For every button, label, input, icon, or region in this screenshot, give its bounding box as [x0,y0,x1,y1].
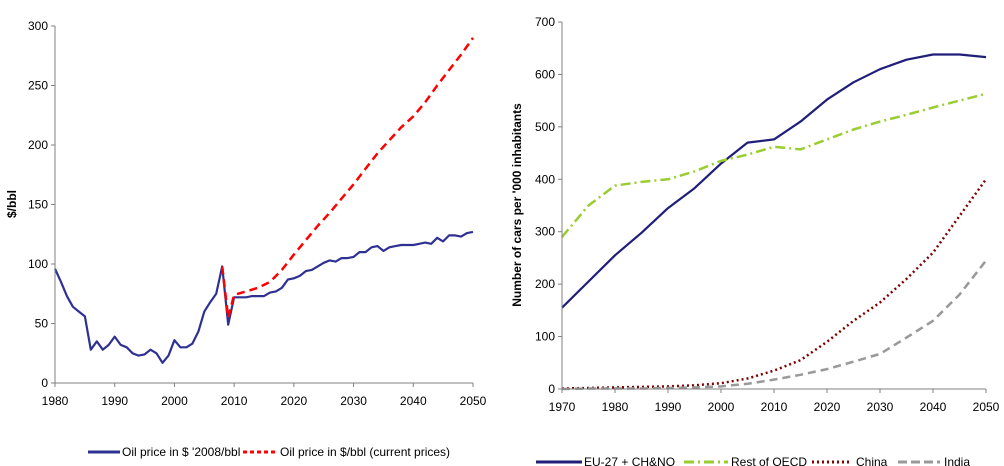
oil-x-tick-label: 1980 [42,394,69,408]
cars-x-tick-label: 1980 [602,400,629,414]
series-line-china [562,179,986,388]
oil-x-tick-label: 2050 [460,394,487,408]
cars-y-tick-label: 400 [535,172,555,186]
oil-x-tick-label: 2020 [281,394,308,408]
oil-x-tick-label: 1990 [101,394,128,408]
cars-x-tick-label: 2040 [920,400,947,414]
oil-y-tick-label: 250 [28,79,48,93]
car-ownership-chart: 0 100 200 300 400 500 600 700 1970 1980 1990 2000 2… [510,15,1000,466]
oil-y-ticks: 0 50 100 150 200 250 300 [28,19,55,390]
oil-x-tick-label: 2040 [400,394,427,408]
cars-x-tick-label: 2020 [814,400,841,414]
oil-y-tick-label: 50 [35,317,49,331]
legend-label-current-price: Oil price in $/bbl (current prices) [280,445,450,459]
series-line-india [562,261,986,389]
oil-y-tick-label: 200 [28,138,48,152]
cars-x-tick-label: 2030 [867,400,894,414]
cars-x-tick-label: 2050 [973,400,1000,414]
oil-x-tick-label: 2030 [340,394,367,408]
oil-legend: Oil price in $ '2008/bbl Oil price in $/… [88,445,450,459]
cars-y-tick-label: 600 [535,67,555,81]
cars-y-ticks: 0 100 200 300 400 500 600 700 [535,15,562,396]
oil-x-ticks: 1980 1990 2000 2010 2020 2030 2040 2050 [42,383,487,408]
legend-label-real-price: Oil price in $ '2008/bbl [122,445,240,459]
oil-x-tick-label: 2000 [161,394,188,408]
oil-y-axis-title: $/bbl [5,190,19,218]
oil-y-tick-label: 150 [28,198,48,212]
series-line-oil-price-in-bbl-current-prices [222,38,473,318]
legend-label-eu27: EU-27 + CH&NO [584,455,675,466]
legend-label-rest-oecd: Rest of OECD [731,455,807,466]
series-line-oil-price-in-2008-bbl [55,232,473,363]
car-ownership-series-layer [562,55,986,390]
series-line-rest-of-oecd [562,94,986,237]
oil-y-tick-label: 100 [28,257,48,271]
cars-x-tick-label: 2010 [761,400,788,414]
cars-y-tick-label: 100 [535,330,555,344]
cars-legend: EU-27 + CH&NO Rest of OECD China India [536,455,970,466]
legend-label-india: India [944,455,970,466]
cars-x-ticks: 1970 1980 1990 2000 2010 2020 2030 2040 2050 [549,389,1000,414]
cars-y-tick-label: 700 [535,15,555,29]
oil-price-series-layer [55,38,473,363]
cars-y-axis-title: Number of cars per '000 inhabitants [510,103,524,307]
cars-y-tick-label: 0 [548,382,555,396]
cars-y-tick-label: 300 [535,225,555,239]
legend-label-china: China [856,455,888,466]
cars-x-tick-label: 1990 [655,400,682,414]
cars-x-tick-label: 2000 [708,400,735,414]
cars-x-tick-label: 1970 [549,400,576,414]
series-line-eu-27-ch-no [562,55,986,308]
oil-y-tick-label: 0 [41,376,48,390]
cars-y-tick-label: 500 [535,120,555,134]
cars-y-tick-label: 200 [535,277,555,291]
oil-y-tick-label: 300 [28,19,48,33]
oil-x-tick-label: 2010 [221,394,248,408]
oil-price-chart: 0 50 100 150 200 250 300 1980 1990 2000 2010 2020 2… [5,19,487,459]
